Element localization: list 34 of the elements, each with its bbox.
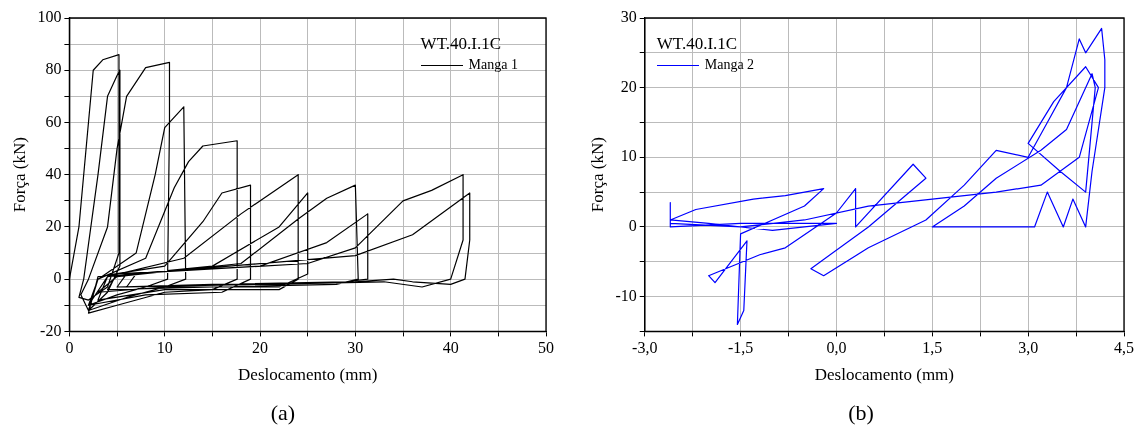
y-tick-label: 20 [620,77,637,95]
text: (b) [847,400,875,426]
x-tick-label: 10 [156,339,173,357]
y-axis-title: Força (kN) [9,137,29,213]
x-tick-label: 40 [442,339,459,357]
y-tick-label: 0 [628,217,637,235]
y-axis-title: Força (kN) [587,137,607,213]
y-tick-label: -20 [40,321,62,339]
legend-label: Manga 2 [704,57,755,73]
x-tick-label: -3,0 [632,339,658,357]
y-tick-label: -10 [615,286,637,304]
y-tick-label: 30 [620,8,637,26]
x-tick-label: 4,5 [1114,339,1134,357]
x-tick-label: 1,5 [922,339,943,357]
legend-title: WT.40.I.1C [420,34,503,54]
x-tick-label: 50 [538,339,554,357]
x-tick-label: -1,5 [727,339,754,357]
x-tick-label: 0 [65,339,74,357]
text: (a) [269,400,297,426]
x-tick-label: 0,0 [826,339,847,357]
y-tick-label: 40 [45,164,62,182]
x-axis-title: Deslocamento (mm) [814,365,954,385]
y-tick-label: 100 [37,8,62,26]
y-tick-label: 0 [53,269,62,287]
x-tick-label: 20 [252,339,269,357]
y-tick-label: 80 [45,60,62,78]
y-tick-label: 10 [620,147,637,165]
legend-title: WT.40.I.1C [656,34,739,54]
y-tick-label: 60 [45,112,62,130]
x-axis-title: Deslocamento (mm) [238,365,378,385]
y-tick-label: 20 [45,217,62,235]
legend-label: Manga 1 [468,57,518,73]
x-tick-label: 3,0 [1018,339,1039,357]
x-tick-label: 30 [347,339,364,357]
